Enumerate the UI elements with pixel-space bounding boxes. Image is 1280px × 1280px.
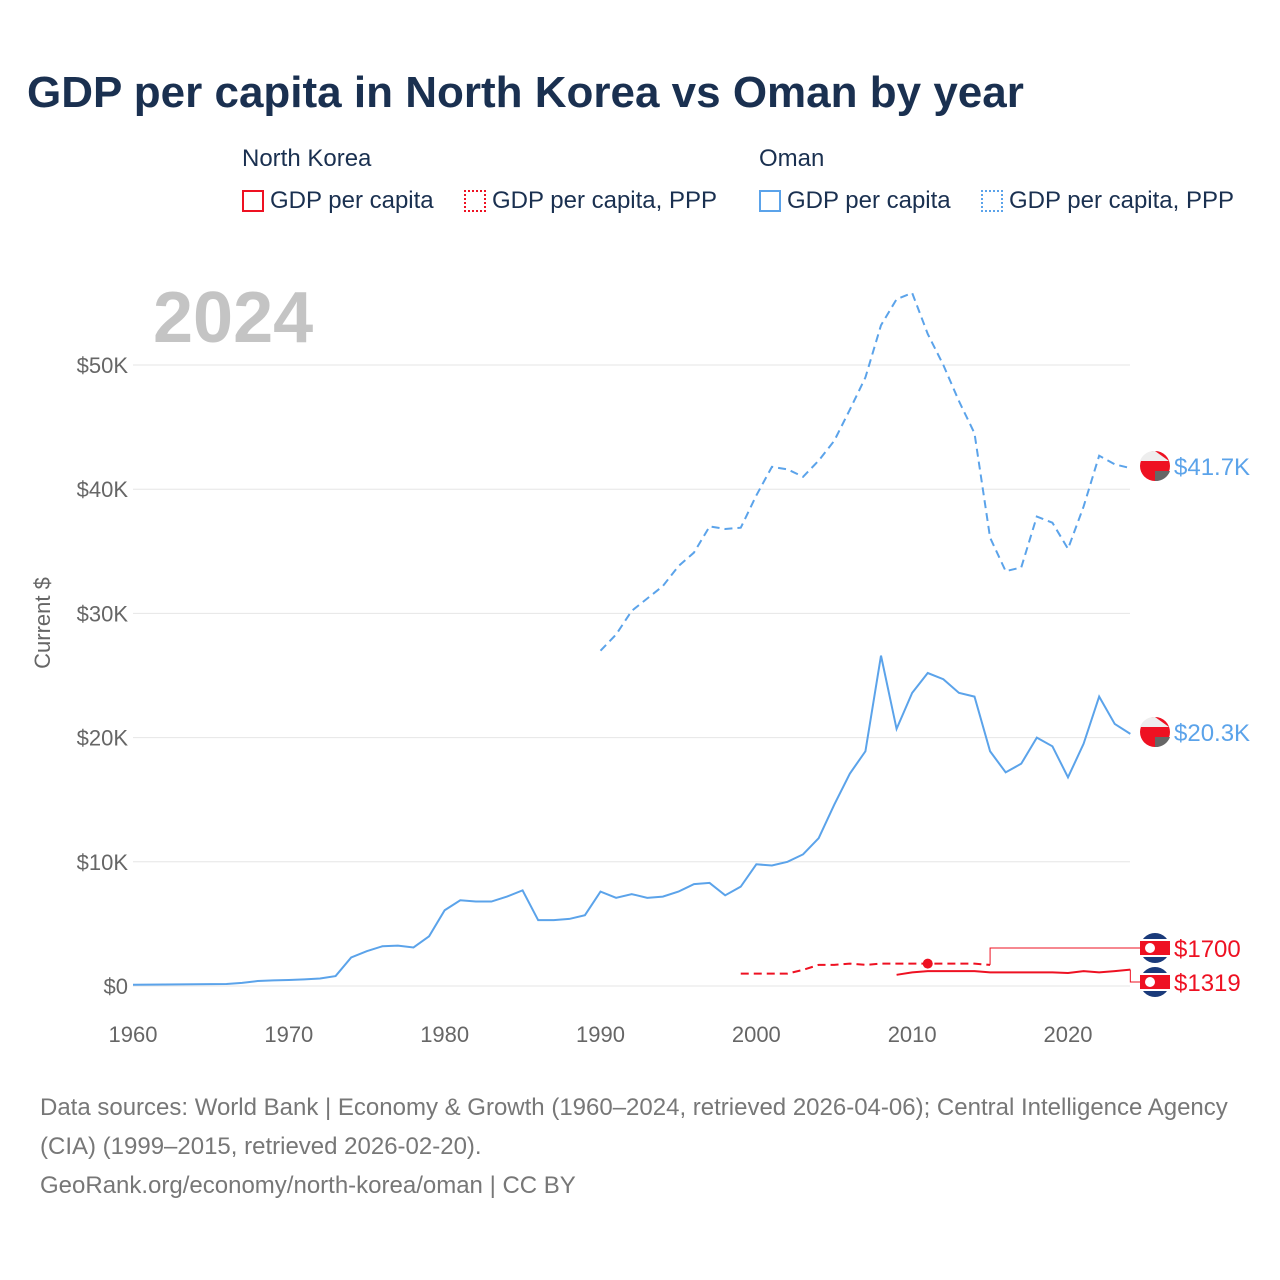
x-tick-label: 1980 xyxy=(420,1022,469,1047)
y-tick-label: $0 xyxy=(104,974,128,999)
x-tick-label: 2020 xyxy=(1044,1022,1093,1047)
y-tick-label: $10K xyxy=(77,850,129,875)
end-value-label: $41.7K xyxy=(1174,454,1250,481)
legend-item-oman-ppp[interactable]: GDP per capita, PPP xyxy=(981,187,1234,215)
y-tick-label: $20K xyxy=(77,726,129,751)
legend-swatch-dotted-icon xyxy=(981,190,1003,212)
legend-item-nk-gdp[interactable]: GDP per capita xyxy=(242,187,434,215)
legend-swatch-dotted-icon xyxy=(464,190,486,212)
legend-label: GDP per capita, PPP xyxy=(1009,187,1234,214)
y-tick-label: $50K xyxy=(77,353,129,378)
flag-white-part xyxy=(1140,716,1169,727)
data-point-marker xyxy=(922,958,933,969)
legend-label: GDP per capita xyxy=(787,187,951,214)
legend-swatch-solid-icon xyxy=(759,190,781,212)
leader-line xyxy=(989,947,1140,965)
legend-item-oman-gdp[interactable]: GDP per capita xyxy=(759,187,951,215)
series-line-north-korea-gdp-per-capita-ppp xyxy=(740,962,991,975)
x-tick-label: 1960 xyxy=(109,1022,158,1047)
end-value-label: $20.3K xyxy=(1174,720,1250,747)
y-tick-label: $40K xyxy=(77,477,129,502)
footer: Data sources: World Bank | Economy & Gro… xyxy=(40,1088,1250,1205)
x-tick-label: 2010 xyxy=(888,1022,937,1047)
credit-link[interactable]: GeoRank.org/economy/north-korea/oman | C… xyxy=(40,1172,576,1199)
legend-label: GDP per capita, PPP xyxy=(492,187,717,214)
end-value-label: $1700 xyxy=(1174,936,1241,963)
series-line-north-korea-gdp-per-capita xyxy=(896,968,1131,976)
legend-swatch-solid-icon xyxy=(242,190,264,212)
data-sources: Data sources: World Bank | Economy & Gro… xyxy=(40,1094,1228,1160)
legend-label: GDP per capita xyxy=(270,187,434,214)
plot-area: $0 $10K $20K $30K $40K $50K 1960 1970 1980 1990 20… xyxy=(30,278,1250,1047)
y-tick-label: $30K xyxy=(77,601,129,626)
y-axis-label: Current $ xyxy=(30,577,55,669)
x-tick-label: 1970 xyxy=(264,1022,313,1047)
flag-grey-part xyxy=(1155,737,1170,748)
legend-group-oman: Oman xyxy=(759,145,825,172)
series-line-oman-gdp-per-capita-ppp xyxy=(599,291,1131,652)
x-tick-label: 1990 xyxy=(576,1022,625,1047)
leader-line xyxy=(1129,969,1140,983)
series-line-oman-gdp-per-capita xyxy=(132,655,1131,986)
legend-group-north-korea: North Korea xyxy=(242,145,372,172)
legend-item-nk-ppp[interactable]: GDP per capita, PPP xyxy=(464,187,717,215)
chart-title: GDP per capita in North Korea vs Oman by… xyxy=(27,68,1024,117)
flag-star-disc xyxy=(1145,977,1155,987)
flag-white-part xyxy=(1140,450,1169,461)
flag-grey-part xyxy=(1155,471,1170,482)
year-label: 2024 xyxy=(153,278,313,358)
x-tick-label: 2000 xyxy=(732,1022,781,1047)
flag-star-disc xyxy=(1145,943,1155,953)
end-value-label: $1319 xyxy=(1174,970,1241,997)
